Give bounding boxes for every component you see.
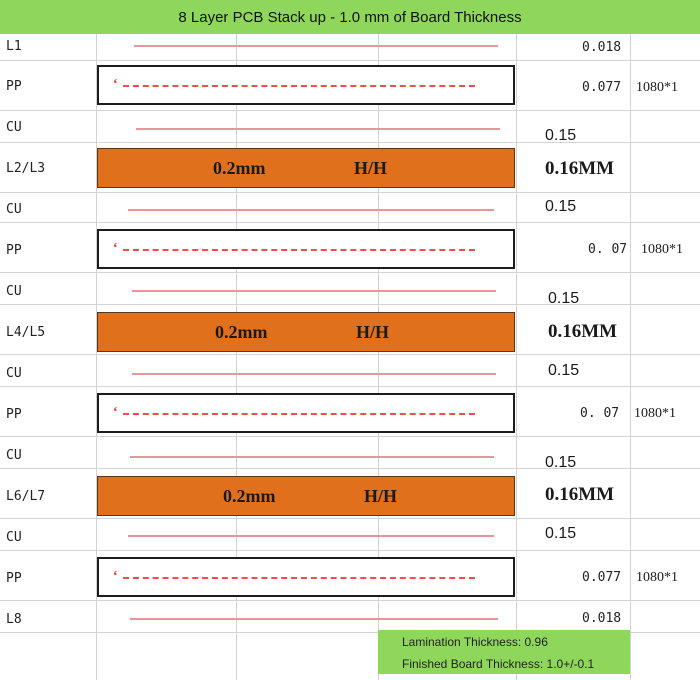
grid-row-line [0,60,700,61]
copper-weight: H/H [364,486,398,506]
layer-label: L6/L7 [6,489,46,504]
prepreg-marker-icon: ‘ [113,241,118,256]
core-total-thickness: 0.16MM [548,321,618,342]
glass-style: 1080*1 [641,242,683,257]
layer-thickness: 0. 07 [588,242,628,257]
layer-thickness: 0.018 [582,611,622,626]
copper-layer-line [130,456,494,458]
core-total-thickness: 0.16MM [545,158,615,179]
prepreg-layer: ‘ [97,229,515,269]
grid-row-line [0,632,700,633]
layer-label: PP [6,407,22,422]
layer-label: L4/L5 [6,325,46,340]
prepreg-dash-line [123,85,475,87]
layer-label: L2/L3 [6,161,46,176]
prepreg-dash-line [123,413,475,415]
prepreg-dash-line [123,577,475,579]
layer-label: PP [6,243,22,258]
grid-column-line [236,34,237,680]
grid-row-line [0,304,700,305]
prepreg-marker-icon: ‘ [113,405,118,420]
core-thickness: 0.2mm [213,158,266,178]
grid-column-line [630,34,631,680]
core-layer: 0.2mm H/H [97,148,515,188]
layer-label: CU [6,284,22,299]
layer-label: CU [6,530,22,545]
grid-row-line [0,386,700,387]
core-thickness: 0.2mm [223,486,276,506]
layer-thickness: 0.15 [548,290,580,307]
copper-layer-line [128,209,494,211]
prepreg-dash-line [123,249,475,251]
layer-label: L8 [6,612,22,627]
grid-column-line [516,34,517,680]
copper-layer-line [132,373,496,375]
copper-weight: H/H [356,322,390,342]
grid-row-line [0,468,700,469]
copper-layer-line [128,535,494,537]
thickness-summary: Lamination Thickness: 0.96 Finished Boar… [378,630,630,674]
layer-label: CU [6,202,22,217]
grid-row-line [0,192,700,193]
grid-row-line [0,222,700,223]
layer-label: CU [6,366,22,381]
grid-row-line [0,518,700,519]
layer-label: PP [6,571,22,586]
copper-weight: H/H [354,158,388,178]
layer-label: CU [6,448,22,463]
layer-thickness: 0.15 [545,127,577,144]
prepreg-layer: ‘ [97,393,515,433]
layer-thickness: 0. 07 [580,406,620,421]
layer-thickness: 0.018 [582,40,622,55]
copper-layer-line [136,128,500,130]
grid-column-line [378,34,379,680]
layer-thickness: 0.15 [545,525,577,542]
grid-row-line [0,550,700,551]
prepreg-layer: ‘ [97,65,515,105]
layer-thickness: 0.15 [545,454,577,471]
grid-row-line [0,142,700,143]
glass-style: 1080*1 [636,80,678,95]
grid-row-line [0,436,700,437]
layer-thickness: 0.077 [582,570,622,585]
copper-layer-line [132,290,496,292]
layer-thickness: 0.077 [582,80,622,95]
layer-thickness: 0.15 [545,198,577,215]
grid-row-line [0,600,700,601]
layer-label: PP [6,79,22,94]
core-layer: 0.2mm H/H [97,476,515,516]
prepreg-marker-icon: ‘ [113,77,118,92]
layer-label: CU [6,120,22,135]
layer-label: L1 [6,39,22,54]
prepreg-layer: ‘ [97,557,515,597]
lamination-thickness: Lamination Thickness: 0.96 [402,635,548,649]
finished-board-thickness: Finished Board Thickness: 1.0+/-0.1 [402,657,595,671]
core-thickness: 0.2mm [215,322,268,342]
grid-row-line [0,354,700,355]
glass-style: 1080*1 [636,570,678,585]
grid-column-line [96,34,97,680]
grid-row-line [0,110,700,111]
layer-thickness: 0.15 [548,362,580,379]
core-layer: 0.2mm H/H [97,312,515,352]
copper-layer-line [130,618,498,620]
prepreg-marker-icon: ‘ [113,569,118,584]
grid-row-line [0,272,700,273]
copper-layer-line [134,45,498,47]
diagram-title: 8 Layer PCB Stack up - 1.0 mm of Board T… [0,0,700,34]
glass-style: 1080*1 [634,406,676,421]
core-total-thickness: 0.16MM [545,484,615,505]
